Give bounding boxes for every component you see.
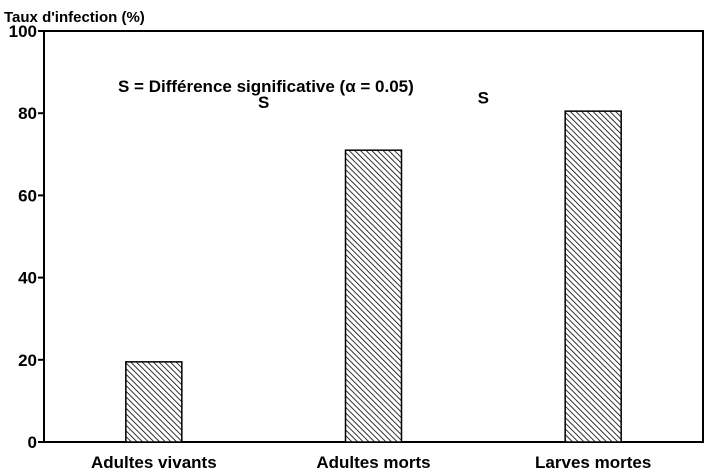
x-tick-label: Adultes vivants bbox=[91, 453, 217, 472]
y-axis-label: Taux d'infection (%) bbox=[4, 9, 145, 26]
bar bbox=[344, 149, 403, 443]
significance-mark: S bbox=[258, 93, 269, 112]
significance-mark: S bbox=[478, 88, 489, 107]
significance-legend: S = Différence significative (α = 0.05) bbox=[118, 77, 414, 96]
y-tick-label: 80 bbox=[18, 104, 37, 123]
y-tick-label: 0 bbox=[28, 433, 37, 452]
bar bbox=[564, 110, 622, 443]
x-tick-label: Adultes morts bbox=[316, 453, 430, 472]
y-tick-label: 60 bbox=[18, 186, 37, 205]
y-axis: 0 20 40 60 80 100 bbox=[9, 22, 44, 452]
bars bbox=[125, 110, 622, 443]
x-axis: Adultes vivants Adultes morts Larves morte… bbox=[91, 453, 651, 472]
y-tick-label: 20 bbox=[18, 351, 37, 370]
bar bbox=[125, 361, 183, 443]
x-tick-label: Larves mortes bbox=[535, 453, 651, 472]
y-tick-label: 40 bbox=[18, 269, 37, 288]
y-tick-label: 100 bbox=[9, 22, 37, 41]
